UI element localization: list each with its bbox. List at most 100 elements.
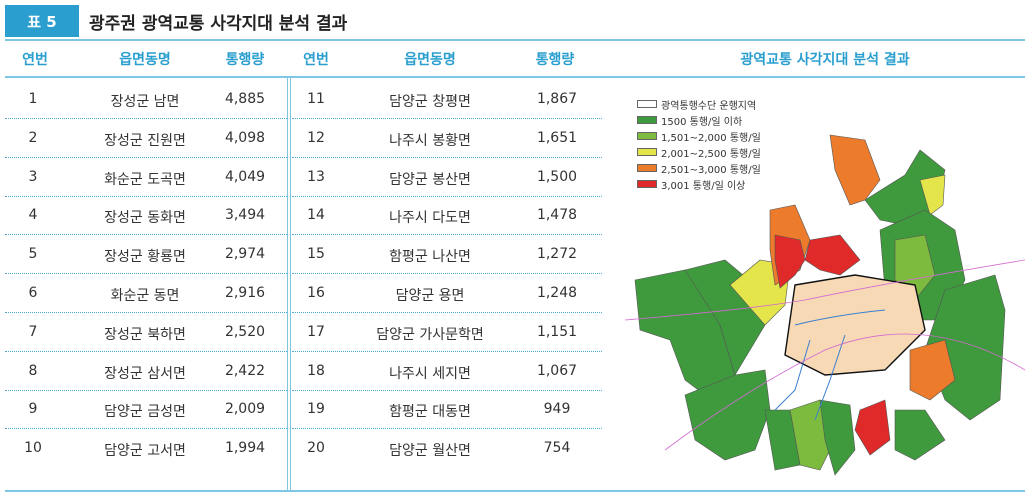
row-divider [292, 350, 602, 352]
legend-swatch-icon [637, 100, 657, 108]
district-name: 함평군 대동면 [389, 404, 471, 421]
traffic-volume: 1,478 [536, 207, 578, 224]
table-row: 17 담양군 가사문학면 1,151 [0, 313, 600, 351]
table-row: 11 담양군 창평면 1,867 [0, 80, 600, 118]
legend-item: 3,001 통행/일 이상 [637, 176, 761, 192]
table-row: 4 장성군 동화면 3,494 [0, 196, 600, 234]
header-top-rule [5, 39, 1025, 41]
row-divider [5, 312, 287, 313]
legend-item: 2,001~2,500 통행/일 [637, 144, 761, 160]
legend-label: 2,001~2,500 통행/일 [661, 148, 761, 160]
traffic-volume: 1,651 [536, 129, 578, 146]
row-number: 2 [28, 129, 38, 146]
district-name: 화순군 도곡면 [104, 171, 186, 188]
table-row: 15 함평군 나산면 1,272 [0, 235, 600, 273]
legend-swatch-icon [637, 132, 657, 140]
legend-item: 2,501~3,000 통행/일 [637, 160, 761, 176]
district-name: 장성군 삼서면 [104, 365, 186, 382]
row-divider [292, 118, 602, 119]
row-divider [292, 234, 602, 236]
table-caption: 표 5 광주권 광역교통 사각지대 분석 결과 [5, 5, 347, 37]
col-name-1: 읍면동명 [119, 52, 171, 68]
district-name: 담양군 창평면 [389, 94, 471, 110]
row-divider [5, 234, 287, 236]
traffic-volume: 1,272 [536, 246, 578, 263]
district-name: 장성군 황룡면 [104, 249, 186, 266]
district-name: 장성군 동화면 [104, 210, 186, 227]
row-number: 3 [28, 168, 38, 185]
row-divider [292, 156, 602, 158]
row-divider [292, 273, 602, 275]
row-number: 11 [307, 91, 325, 107]
traffic-volume: 3,494 [224, 207, 266, 224]
column-group-divider [287, 76, 291, 490]
table-row: 10 담양군 고서면 1,994 [0, 429, 600, 467]
row-divider [5, 273, 287, 275]
district-name: 담양군 봉산면 [389, 171, 471, 188]
legend-item: 광역통행수단 운행지역 [637, 96, 761, 112]
district-name: 담양군 금성면 [104, 404, 186, 421]
table-row: 12 나주시 봉황면 1,651 [0, 119, 600, 157]
row-number: 10 [24, 440, 42, 457]
district-name: 장성군 북하면 [104, 326, 186, 343]
gwangju-region-map [625, 134, 1025, 476]
legend-label: 광역통행수단 운행지역 [661, 100, 757, 112]
district-name: 담양군 용면 [395, 288, 465, 304]
district-name: 장성군 남면 [110, 94, 180, 110]
table-number-badge: 표 5 [5, 5, 79, 37]
col-volume-1: 통행량 [225, 52, 265, 68]
legend-label: 3,001 통행/일 이상 [661, 180, 746, 192]
table-bottom-rule [5, 490, 628, 492]
row-divider [5, 156, 287, 158]
table-title: 광주권 광역교통 사각지대 분석 결과 [89, 13, 348, 34]
row-divider [292, 428, 602, 430]
district-name: 담양군 가사문학면 [376, 326, 484, 343]
table-row: 8 장성군 삼서면 2,422 [0, 352, 600, 390]
district-name: 나주시 봉황면 [389, 132, 471, 149]
table-row: 5 장성군 황룡면 2,974 [0, 235, 600, 273]
row-divider [5, 389, 287, 391]
traffic-volume: 2,422 [224, 362, 266, 379]
row-number: 4 [28, 207, 38, 224]
traffic-volume: 4,885 [224, 91, 266, 107]
table-row: 7 장성군 북하면 2,520 [0, 313, 600, 351]
row-number: 13 [307, 168, 325, 185]
traffic-volume: 1,867 [536, 91, 578, 107]
map-header: 광역교통 사각지대 분석 결과 [740, 52, 910, 68]
row-number: 7 [28, 323, 38, 340]
traffic-volume: 1,500 [536, 168, 578, 185]
col-no-2: 연번 [303, 52, 329, 68]
district-name: 나주시 다도면 [389, 210, 471, 227]
row-number: 1 [28, 91, 38, 107]
traffic-volume: 754 [543, 440, 571, 457]
district-name: 나주시 세지면 [389, 365, 471, 382]
legend-item: 1500 통행/일 이하 [637, 112, 761, 128]
legend-label: 1500 통행/일 이하 [661, 116, 743, 128]
table-row: 9 담양군 금성면 2,009 [0, 390, 600, 428]
legend-label: 2,501~3,000 통행/일 [661, 164, 761, 176]
district-name: 담양군 고서면 [104, 443, 186, 460]
row-divider [292, 389, 602, 391]
row-number: 9 [28, 401, 38, 418]
district-name: 함평군 나산면 [389, 249, 471, 266]
table-row: 3 화순군 도곡면 4,049 [0, 158, 600, 196]
traffic-volume: 1,248 [536, 285, 578, 301]
legend-swatch-icon [637, 164, 657, 172]
col-no-1: 연번 [22, 52, 48, 68]
row-number: 8 [28, 362, 38, 379]
row-number: 12 [307, 129, 325, 146]
legend-item: 1,501~2,000 통행/일 [637, 128, 761, 144]
traffic-volume: 1,994 [224, 440, 266, 457]
row-number: 15 [307, 246, 325, 263]
row-divider [5, 350, 287, 352]
legend-swatch-icon [637, 180, 657, 188]
district-name: 화순군 동면 [110, 288, 180, 304]
row-number: 6 [28, 285, 38, 301]
legend-label: 1,501~2,000 통행/일 [661, 132, 761, 144]
table-row: 14 나주시 다도면 1,478 [0, 196, 600, 234]
traffic-volume: 949 [543, 401, 571, 418]
col-volume-2: 통행량 [535, 52, 575, 68]
traffic-volume: 4,049 [224, 168, 266, 185]
row-number: 18 [307, 362, 325, 379]
table-row: 16 담양군 용면 1,248 [0, 274, 600, 312]
